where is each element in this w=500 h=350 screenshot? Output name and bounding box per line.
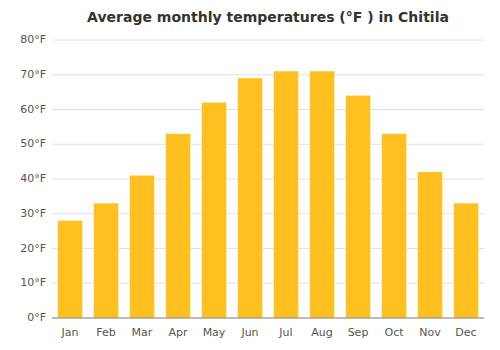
x-tick-label: Jul	[278, 326, 292, 339]
x-tick-label: Oct	[384, 326, 404, 339]
grid	[52, 40, 484, 318]
x-tick-label: Aug	[311, 326, 332, 339]
bar	[346, 96, 370, 318]
x-tick-label: Jun	[240, 326, 258, 339]
bar	[454, 203, 478, 318]
bar	[94, 203, 118, 318]
bar	[382, 134, 406, 318]
x-tick-label: Jan	[61, 326, 79, 339]
chart: Average monthly temperatures (°F ) in Ch…	[0, 0, 500, 350]
grid-line	[52, 40, 484, 41]
grid-line	[52, 109, 484, 110]
x-tick-label: Nov	[419, 326, 441, 339]
y-tick-label: 30°F	[20, 207, 46, 220]
y-tick-label: 50°F	[20, 137, 46, 150]
title: Average monthly temperatures (°F ) in Ch…	[87, 9, 449, 25]
x-tick-label: Apr	[168, 326, 188, 339]
bar	[310, 71, 334, 318]
y-tick-label: 40°F	[20, 172, 46, 185]
x-tick-label: Mar	[132, 326, 153, 339]
x-axis: Jan Feb Mar Apr May Jun Jul Aug Sep Oct Nov Dec	[61, 326, 477, 339]
y-tick-label: 60°F	[20, 103, 46, 116]
bar	[418, 172, 442, 318]
y-tick-label: 70°F	[20, 68, 46, 81]
x-tick-label: Dec	[455, 326, 476, 339]
x-tick-label: Feb	[96, 326, 115, 339]
x-axis-line	[52, 318, 484, 319]
bar	[130, 176, 154, 318]
bar	[202, 103, 226, 318]
y-axis: 0°F 10°F 20°F 30°F 40°F 50°F 60°F 70°F 80°F	[20, 33, 46, 324]
y-tick-label: 80°F	[20, 33, 46, 46]
grid-line	[52, 144, 484, 145]
grid-line	[52, 74, 484, 75]
x-tick-label: Sep	[348, 326, 369, 339]
y-tick-label: 0°F	[27, 311, 46, 324]
chart-container: Average monthly temperatures (°F ) in Ch…	[0, 0, 500, 350]
bar	[238, 78, 262, 318]
bars	[58, 71, 478, 318]
y-tick-label: 20°F	[20, 242, 46, 255]
bar	[58, 221, 82, 318]
x-tick-label: May	[203, 326, 226, 339]
y-tick-label: 10°F	[20, 276, 46, 289]
bar	[166, 134, 190, 318]
grid-line	[52, 318, 484, 319]
bar	[274, 71, 298, 318]
